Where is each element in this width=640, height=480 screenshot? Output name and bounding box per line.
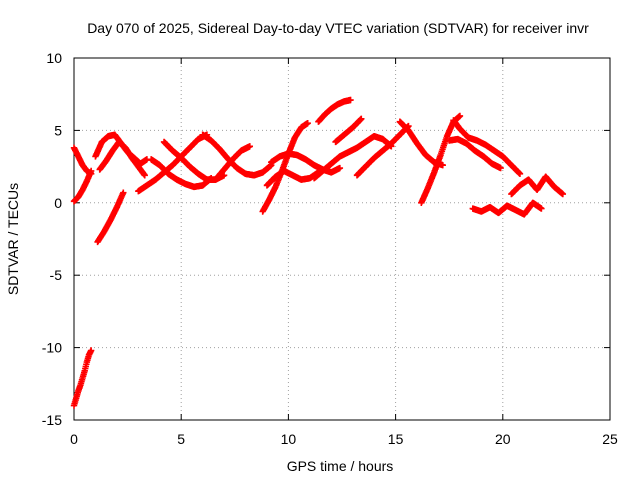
series-eleven-peak (315, 96, 354, 125)
data-point (246, 143, 254, 150)
series-twentyone-cluster (508, 173, 567, 198)
data-point (439, 161, 446, 169)
series-eighteen-lower (446, 135, 504, 172)
y-tick-label: -10 (42, 340, 62, 356)
data-point (87, 347, 95, 354)
series-mid-left-b (147, 156, 215, 191)
data-point (456, 112, 464, 120)
series-early-low (70, 144, 95, 178)
x-tick-label: 5 (177, 431, 185, 447)
data-point (358, 115, 365, 123)
plot-frame (73, 57, 611, 421)
y-tick-label: -15 (42, 412, 62, 428)
series-thirteen-descent (353, 122, 412, 179)
data-point (538, 205, 545, 212)
ticks-layer: 0 5 10 15 20 25 -15 -10 -5 0 5 10 (42, 50, 618, 447)
data-point (141, 172, 148, 179)
x-axis-label: GPS time / hours (287, 458, 394, 474)
series-twelve-band (310, 132, 395, 182)
data-point (497, 164, 504, 172)
data-point (87, 167, 95, 175)
series-twelve-upper (332, 115, 365, 146)
series-mid-cross (212, 143, 254, 183)
series-eighteen-band (450, 117, 524, 178)
y-tick-label: -5 (50, 267, 63, 283)
data-point (336, 164, 344, 172)
grid-layer (74, 58, 610, 420)
data-point (120, 189, 127, 196)
chart-title: Day 070 of 2025, Sidereal Day-to-day VTE… (87, 20, 589, 36)
x-tick-label: 25 (602, 431, 618, 447)
y-tick-label: 0 (54, 195, 62, 211)
x-tick-label: 0 (70, 431, 78, 447)
data-point (304, 119, 311, 127)
data-point (516, 170, 524, 178)
y-tick-label: 10 (46, 50, 62, 66)
series-early-rise (70, 167, 95, 205)
x-tick-label: 20 (495, 431, 511, 447)
data-point (559, 190, 567, 198)
y-tick-label: 5 (54, 122, 62, 138)
series-early-band (92, 131, 151, 167)
y-axis-label: SDTVAR / TECUs (5, 183, 21, 295)
x-tick-label: 15 (388, 431, 404, 447)
data-point (347, 96, 354, 104)
series-mid-left-c (160, 138, 228, 183)
series-negative-rise (94, 189, 127, 246)
series-steep-start (70, 347, 95, 409)
data-layer (70, 96, 567, 409)
series-nineteen-negative (469, 199, 545, 218)
x-tick-label: 10 (281, 431, 297, 447)
series-early-zigzag (96, 138, 148, 179)
